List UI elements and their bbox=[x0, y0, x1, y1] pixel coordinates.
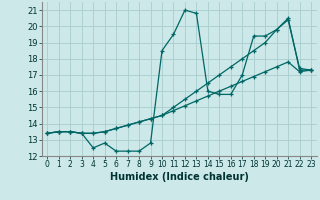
X-axis label: Humidex (Indice chaleur): Humidex (Indice chaleur) bbox=[110, 172, 249, 182]
